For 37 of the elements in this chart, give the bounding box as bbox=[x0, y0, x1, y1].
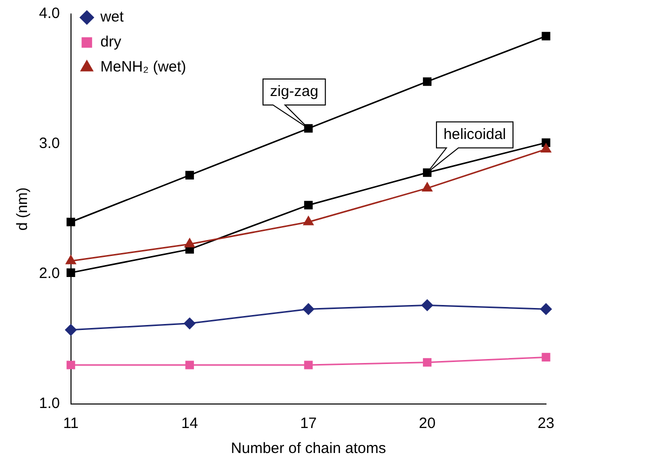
point bbox=[422, 77, 432, 86]
point bbox=[185, 170, 194, 180]
point bbox=[542, 352, 550, 362]
x-tick-label: 11 bbox=[63, 415, 79, 432]
y-axis-title: d (nm) bbox=[14, 187, 32, 231]
point bbox=[542, 32, 550, 40]
point bbox=[302, 303, 314, 315]
point bbox=[66, 360, 76, 370]
legend-label: dry bbox=[100, 34, 122, 51]
point bbox=[184, 238, 195, 248]
y-tick-label: 4.0 bbox=[38, 5, 60, 22]
legend-label: wet bbox=[99, 8, 125, 26]
point bbox=[66, 268, 76, 277]
x-tick-label: 14 bbox=[181, 415, 198, 432]
point bbox=[304, 360, 313, 370]
point bbox=[303, 216, 314, 226]
point bbox=[422, 358, 432, 367]
y-tick-label: 3.0 bbox=[38, 135, 60, 152]
x-axis-title: Number of chain atoms bbox=[230, 440, 386, 458]
point bbox=[66, 255, 76, 264]
y-tick-label: 1.0 bbox=[38, 395, 60, 412]
y-tick-label: 2.0 bbox=[38, 265, 60, 282]
point bbox=[184, 318, 196, 330]
point bbox=[422, 182, 432, 192]
point bbox=[540, 303, 552, 315]
point bbox=[185, 360, 194, 370]
annotation: helicoidal bbox=[443, 126, 506, 144]
point bbox=[65, 324, 77, 336]
annotation: zig-zag bbox=[270, 83, 318, 100]
x-tick-label: 17 bbox=[300, 415, 317, 432]
point bbox=[421, 299, 433, 311]
point bbox=[66, 218, 76, 226]
x-tick-label: 20 bbox=[418, 415, 436, 432]
x-tick-label: 23 bbox=[538, 415, 554, 432]
point bbox=[304, 200, 313, 210]
legend-label: MeNH₂ (wet) bbox=[100, 58, 186, 76]
point bbox=[540, 143, 552, 152]
